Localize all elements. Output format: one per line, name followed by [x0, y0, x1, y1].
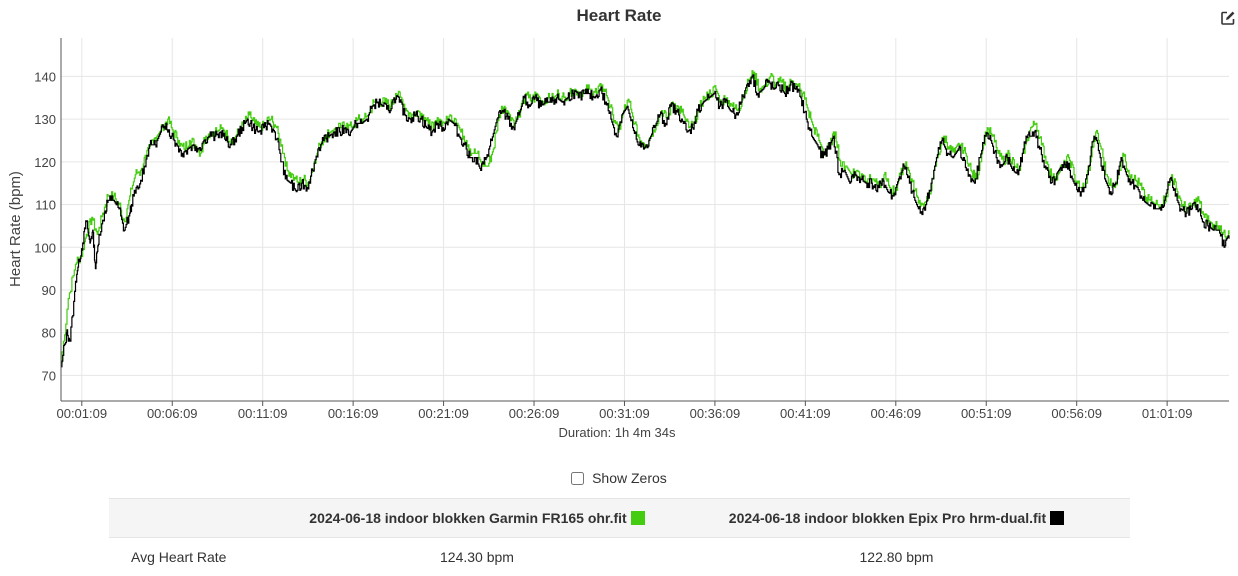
x-tick-label: 00:51:09	[961, 406, 1012, 421]
y-tick-label: 110	[35, 198, 56, 213]
y-tick-label: 80	[42, 326, 56, 341]
row-label: Avg Heart Rate	[131, 549, 227, 565]
file-1-name: 2024-06-18 indoor blokken Garmin FR165 o…	[309, 510, 627, 526]
show-zeros-control: Show Zeros	[0, 470, 1238, 486]
stats-header-blank	[109, 499, 291, 538]
show-zeros-checkbox[interactable]	[571, 472, 585, 485]
y-tick-label: 90	[42, 283, 56, 298]
file-2-color-swatch	[1050, 511, 1065, 525]
x-tick-label: 00:46:09	[870, 406, 921, 421]
heart-rate-chart: 70 80 90 100 110 120 130 140 00:01:09 00:06:09 00:…	[7, 38, 1230, 440]
x-tick-label: 00:31:09	[599, 406, 650, 421]
gridlines	[61, 38, 1229, 401]
fr165-series-line	[61, 70, 1230, 364]
axis-labels: Heart Rate (bpm) Duration: 1h 4m 34s	[7, 171, 676, 440]
stats-header-file-1: 2024-06-18 indoor blokken Garmin FR165 o…	[291, 499, 663, 538]
y-tick-label: 70	[42, 368, 56, 383]
file-2-name: 2024-06-18 indoor blokken Epix Pro hrm-d…	[728, 510, 1047, 526]
x-tick-label: 00:06:09	[147, 406, 198, 421]
y-tick-label: 130	[34, 112, 56, 127]
x-tick-label: 00:01:09	[56, 406, 107, 421]
x-tick-label: 00:11:09	[238, 406, 288, 421]
x-tick-label: 00:16:09	[328, 406, 379, 421]
file-2-avg-hr: 122.80 bpm	[859, 549, 934, 565]
table-row: Avg Heart Rate 124.30 bpm 122.80 bpm	[109, 538, 1130, 576]
x-axis-label: Duration: 1h 4m 34s	[558, 425, 676, 440]
show-zeros-label[interactable]: Show Zeros	[592, 470, 667, 486]
y-tick-label: 120	[34, 155, 56, 170]
chart-title: Heart Rate	[576, 6, 662, 25]
file-1-avg-hr: 124.30 bpm	[440, 549, 514, 565]
x-tick-label: 00:36:09	[690, 406, 741, 421]
edit-icon[interactable]	[1220, 10, 1236, 26]
y-tick-label: 100	[34, 240, 56, 255]
y-axis-label: Heart Rate (bpm)	[7, 171, 24, 287]
x-tick-label: 00:41:09	[780, 406, 831, 421]
x-tick-label: 00:26:09	[509, 406, 560, 421]
file-1-color-swatch	[630, 511, 645, 525]
series-lines	[61, 70, 1230, 368]
epix-pro-series-line	[61, 74, 1230, 368]
stats-header-file-2: 2024-06-18 indoor blokken Epix Pro hrm-d…	[663, 499, 1130, 538]
y-tick-label: 140	[34, 69, 56, 84]
x-tick-label: 00:56:09	[1051, 406, 1102, 421]
axes: 70 80 90 100 110 120 130 140 00:01:09 00:06:09 00:…	[34, 38, 1229, 421]
x-tick-label: 00:21:09	[418, 406, 469, 421]
stats-table: 2024-06-18 indoor blokken Garmin FR165 o…	[109, 498, 1130, 576]
stats-header-row: 2024-06-18 indoor blokken Garmin FR165 o…	[109, 498, 1130, 538]
x-tick-label: 01:01:09	[1142, 406, 1193, 421]
